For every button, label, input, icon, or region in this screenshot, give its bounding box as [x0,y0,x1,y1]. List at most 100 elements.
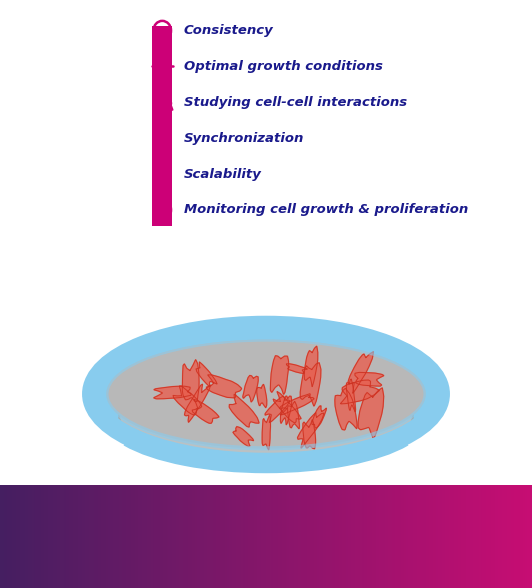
Polygon shape [173,386,202,415]
Bar [381,485,383,588]
Bar [278,485,280,588]
Bar [172,485,174,588]
Bar [268,485,270,588]
Bar [217,485,218,588]
Bar [280,485,282,588]
Bar [232,485,234,588]
Bar [318,485,319,588]
Bar [248,485,250,588]
Bar [69,485,71,588]
Bar [4,485,5,588]
Bar [433,485,435,588]
Bar [335,485,337,588]
Bar [294,485,296,588]
Bar [334,485,335,588]
Polygon shape [270,356,289,394]
Bar [479,485,480,588]
Bar [145,485,147,588]
Text: Scalability: Scalability [184,168,261,181]
Polygon shape [348,352,373,393]
Bar [12,485,14,588]
Bar [302,485,303,588]
Bar [331,485,334,588]
Bar [426,485,427,588]
Bar [147,485,149,588]
Bar [254,485,255,588]
Bar [461,485,463,588]
Bar [30,485,32,588]
Bar [181,485,182,588]
Bar [395,485,397,588]
Bar [119,485,121,588]
Bar [347,485,350,588]
Bar [76,485,78,588]
Bar [238,485,239,588]
Polygon shape [340,380,379,404]
Polygon shape [286,364,307,373]
Bar [177,485,179,588]
Polygon shape [257,385,267,407]
Polygon shape [297,413,324,448]
Bar [505,485,507,588]
Ellipse shape [92,326,440,462]
Bar [25,485,27,588]
Bar [161,485,163,588]
Bar [342,485,344,588]
Bar [255,485,257,588]
Bar [105,485,106,588]
Bar [408,485,410,588]
Bar [273,485,275,588]
Bar [440,485,442,588]
Bar [85,485,87,588]
Bar [420,485,422,588]
Bar [223,485,225,588]
Bar [451,485,452,588]
Bar [443,485,445,588]
Bar [252,485,254,588]
Bar [23,485,25,588]
Bar [236,485,238,588]
Bar [174,485,176,588]
Bar [422,485,424,588]
Bar [170,485,172,588]
Bar [5,485,7,588]
Bar [190,485,192,588]
Bar [419,485,420,588]
Bar [230,485,232,588]
Bar [135,485,137,588]
Bar [21,485,23,588]
Bar [447,485,448,588]
Bar [314,485,315,588]
Bar [206,485,207,588]
Bar [355,485,356,588]
Text: Consistency: Consistency [184,24,273,37]
Bar [140,485,142,588]
Bar [37,485,39,588]
Bar [410,485,411,588]
Bar [78,485,80,588]
Bar [133,485,135,588]
Bar [303,485,305,588]
Polygon shape [265,396,290,422]
Bar [220,485,222,588]
Bar [28,485,30,588]
Bar [250,485,252,588]
Bar [112,485,113,588]
Polygon shape [335,389,357,430]
Bar [122,485,124,588]
Bar [264,485,266,588]
Bar [351,485,353,588]
Ellipse shape [119,370,413,463]
Bar [97,485,99,588]
Bar [197,485,198,588]
Bar [165,485,167,588]
Bar [227,485,229,588]
Ellipse shape [106,340,426,448]
Bar [360,485,362,588]
Bar [445,485,447,588]
Polygon shape [279,394,314,415]
Bar [291,485,293,588]
Bar [385,485,387,588]
Bar [71,485,73,588]
Bar [424,485,426,588]
